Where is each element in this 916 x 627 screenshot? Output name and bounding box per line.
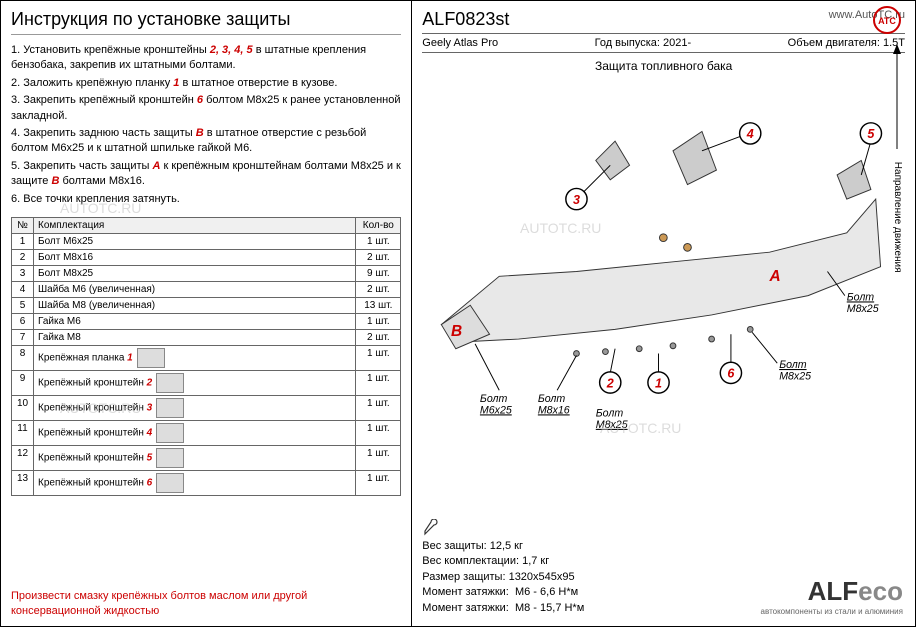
part-number: ALF0823st [422, 9, 509, 30]
step-5: 5. Закрепить часть защиты А к крепёжным … [11, 159, 401, 190]
instructions-body: 1. Установить крепёжные кронштейны 2, 3,… [11, 41, 401, 209]
step-4: 4. Закрепить заднюю часть защиты В в шта… [11, 126, 401, 157]
diagram-title: Защита топливного бака [422, 59, 905, 73]
footer-note: Произвести смазку крепёжных болтов масло… [11, 589, 401, 618]
vehicle-year: Год выпуска: 2021- [595, 37, 692, 49]
step-2: 2. Заложить крепёжную планку 1 в штатное… [11, 76, 401, 91]
spec-kit-weight: Вес комплектации: 1,7 кг [422, 554, 584, 569]
part-thumb [156, 398, 184, 418]
table-row: 12Крепёжный кронштейн 51 шт. [12, 445, 401, 470]
spec-size: Размер защиты: 1320x545x95 [422, 570, 584, 585]
bolt-m8x25-1: БолтM8x25 [596, 407, 628, 431]
table-row: 2Болт M8x162 шт. [12, 249, 401, 265]
parts-table-wrap: № Комплектация Кол-во 1Болт M6x251 шт.2Б… [11, 217, 401, 584]
vehicle-model: Geely Atlas Pro [422, 37, 498, 49]
table-header-row: № Комплектация Кол-во [12, 217, 401, 233]
bracket-3 [596, 141, 630, 180]
spec-box: Вес защиты: 12,5 кг Вес комплектации: 1,… [422, 519, 584, 616]
table-row: 13Крепёжный кронштейн 61 шт. [12, 470, 401, 495]
part-thumb [156, 473, 184, 493]
step-6: 6. Все точки крепления затянуть. [11, 192, 401, 207]
callout-2: 2 [606, 376, 614, 390]
col-name: Комплектация [34, 217, 356, 233]
step-3: 3. Закрепить крепёжный кронштейн 6 болто… [11, 93, 401, 124]
bolt-m8x25-2: БолтM8x25 [779, 359, 811, 383]
col-no: № [12, 217, 34, 233]
table-row: 3Болт M8x259 шт. [12, 265, 401, 281]
callout-1: 1 [655, 376, 662, 390]
callout-5: 5 [868, 127, 876, 141]
part-letter-b: В [451, 323, 462, 340]
autotc-logo: ATC [867, 5, 907, 35]
right-subheader: Geely Atlas Pro Год выпуска: 2021- Объем… [422, 37, 905, 53]
parts-table: № Комплектация Кол-во 1Болт M6x251 шт.2Б… [11, 217, 401, 496]
table-row: 8Крепёжная планка 11 шт. [12, 345, 401, 370]
svg-text:ATC: ATC [878, 16, 896, 26]
table-row: 11Крепёжный кронштейн 41 шт. [12, 420, 401, 445]
alfeco-logo: ALFeco автокомпоненты из стали и алюмини… [761, 576, 903, 616]
wrench-icon [422, 519, 440, 537]
table-row: 10Крепёжный кронштейн 31 шт. [12, 395, 401, 420]
bolt-m8x16: БолтM8x16 [538, 393, 570, 417]
part-thumb [156, 373, 184, 393]
spec-weight: Вес защиты: 12,5 кг [422, 539, 584, 554]
exploded-diagram: 1 2 3 4 5 6 А В БолтM6x25 БолтM8x16 Болт… [422, 77, 905, 437]
bolt-m8x25-3: БолтM8x25 [847, 291, 879, 315]
bracket-5 [837, 160, 871, 199]
callout-3: 3 [573, 193, 580, 207]
right-header: ALF0823st www.AutoTC.ru [422, 9, 905, 34]
part-thumb [156, 423, 184, 443]
col-qty: Кол-во [356, 217, 401, 233]
callout-4: 4 [746, 127, 754, 141]
instructions-title: Инструкция по установке защиты [11, 9, 401, 35]
left-column: Инструкция по установке защиты 1. Устано… [1, 1, 412, 626]
table-row: 4Шайба M6 (увеличенная)2 шт. [12, 281, 401, 297]
part-thumb [137, 348, 165, 368]
table-row: 5Шайба M8 (увеличенная)13 шт. [12, 297, 401, 313]
part-thumb [156, 448, 184, 468]
table-row: 9Крепёжный кронштейн 21 шт. [12, 370, 401, 395]
part-letter-a: А [769, 268, 781, 285]
table-row: 7Гайка M82 шт. [12, 329, 401, 345]
bracket-4 [673, 132, 716, 185]
table-row: 1Болт M6x251 шт. [12, 233, 401, 249]
step-1: 1. Установить крепёжные кронштейны 2, 3,… [11, 43, 401, 74]
spec-torque-m6: Момент затяжки: M6 - 6,6 Н*м [422, 585, 584, 600]
right-column: ALF0823st www.AutoTC.ru ATC Geely Atlas … [412, 1, 915, 626]
table-row: 6Гайка M61 шт. [12, 313, 401, 329]
spec-torque-m8: Момент затяжки: M8 - 15,7 Н*м [422, 601, 584, 616]
page: Инструкция по установке защиты 1. Устано… [0, 0, 916, 627]
callout-6: 6 [728, 367, 736, 381]
step1-nums: 2, 3, 4, 5 [210, 44, 253, 56]
skid-plate-a [442, 199, 881, 342]
bolt-m6x25: БолтM6x25 [480, 393, 512, 417]
